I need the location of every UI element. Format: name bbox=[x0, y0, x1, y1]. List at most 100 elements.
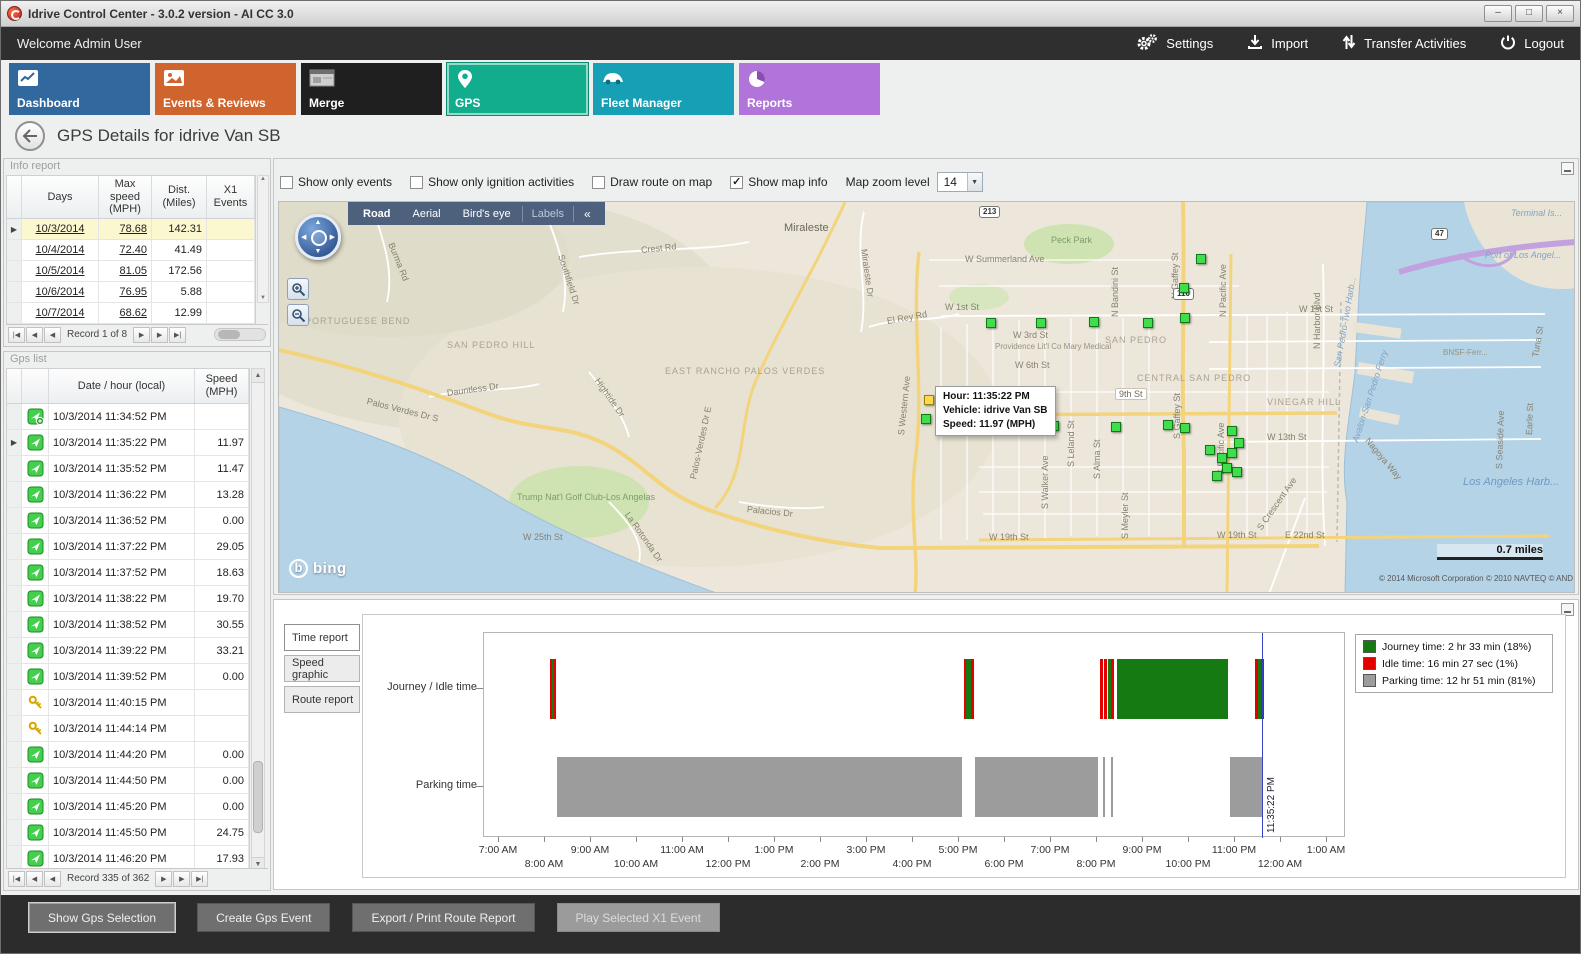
gps-list-row[interactable]: 10/3/2014 11:44:20 PM 0.00 bbox=[7, 742, 249, 768]
gps-list-row[interactable]: 10/3/2014 11:39:52 PM 0.00 bbox=[7, 664, 249, 690]
map-zoom-select[interactable]: 14 ▼ bbox=[936, 172, 983, 192]
gps-point-marker[interactable] bbox=[1212, 471, 1222, 481]
map-view-aerial[interactable]: Aerial bbox=[412, 207, 441, 220]
map-view-road[interactable]: Road bbox=[363, 207, 391, 220]
gps-point-marker[interactable] bbox=[1196, 254, 1206, 264]
column-days[interactable]: Days bbox=[22, 176, 99, 218]
gps-point-marker[interactable] bbox=[1036, 318, 1046, 328]
max-speed-link[interactable]: 78.68 bbox=[99, 219, 152, 239]
export-print-route-report-button[interactable]: Export / Print Route Report bbox=[352, 903, 535, 932]
map-view-labels[interactable]: Labels bbox=[521, 205, 574, 222]
logout-button[interactable]: Logout bbox=[1500, 34, 1564, 53]
collapse-map-bar-icon[interactable]: « bbox=[584, 206, 591, 221]
gps-point-marker[interactable] bbox=[1232, 467, 1242, 477]
gps-list-row[interactable]: 10/3/2014 11:38:52 PM 30.55 bbox=[7, 612, 249, 638]
tab-merge[interactable]: Merge bbox=[301, 63, 442, 115]
day-link[interactable]: 10/6/2014 bbox=[22, 282, 99, 302]
info-report-row[interactable]: 10/6/2014 76.95 5.88 bbox=[7, 282, 255, 303]
gps-scrollbar[interactable]: ▲ ▼ bbox=[251, 368, 265, 872]
gps-point-marker[interactable] bbox=[1227, 426, 1237, 436]
column-distance[interactable]: Dist. (Miles) bbox=[152, 176, 207, 218]
time-cursor[interactable] bbox=[1262, 633, 1264, 838]
pan-left-icon[interactable]: ◀ bbox=[301, 234, 307, 241]
day-link[interactable]: 10/7/2014 bbox=[22, 303, 99, 323]
gps-list-row[interactable]: 10/3/2014 11:35:52 PM 11.47 bbox=[7, 456, 249, 482]
gps-list-row[interactable]: 10/3/2014 11:46:20 PM 17.93 bbox=[7, 846, 249, 872]
tab-time-report[interactable]: Time report bbox=[284, 624, 360, 651]
next-page-button[interactable]: ▶ bbox=[173, 870, 191, 887]
gps-list-row[interactable]: 10/3/2014 11:40:15 PM bbox=[7, 690, 249, 716]
prev-record-button[interactable]: ◀ bbox=[44, 870, 61, 887]
settings-button[interactable]: Settings bbox=[1136, 33, 1213, 54]
gps-point-marker[interactable] bbox=[1111, 422, 1121, 432]
column-max-speed[interactable]: Max speed (MPH) bbox=[99, 176, 152, 218]
column-date-hour[interactable]: Date / hour (local) bbox=[49, 369, 195, 403]
zoom-out-button[interactable] bbox=[287, 304, 309, 326]
gps-point-marker[interactable] bbox=[921, 414, 931, 424]
show-gps-selection-button[interactable]: Show Gps Selection bbox=[29, 903, 176, 932]
gps-list-row[interactable]: 10/3/2014 11:34:52 PM bbox=[7, 404, 249, 430]
scroll-down-icon[interactable]: ▼ bbox=[252, 857, 264, 871]
gps-list-row[interactable]: 10/3/2014 11:44:14 PM bbox=[7, 716, 249, 742]
gps-point-marker[interactable] bbox=[1234, 438, 1244, 448]
info-report-row[interactable]: 10/5/2014 81.05 172.56 bbox=[7, 261, 255, 282]
max-speed-link[interactable]: 68.62 bbox=[99, 303, 152, 323]
gps-point-marker[interactable] bbox=[1089, 317, 1099, 327]
gps-list-row[interactable]: 10/3/2014 11:37:52 PM 18.63 bbox=[7, 560, 249, 586]
next-page-button[interactable]: ▶ bbox=[151, 326, 169, 343]
day-link[interactable]: 10/4/2014 bbox=[22, 240, 99, 260]
gps-point-marker[interactable] bbox=[1222, 463, 1232, 473]
gps-point-marker[interactable] bbox=[1180, 313, 1190, 323]
gps-list-row[interactable]: 10/3/2014 11:44:50 PM 0.00 bbox=[7, 768, 249, 794]
info-report-row[interactable]: 10/7/2014 68.62 12.99 bbox=[7, 303, 255, 324]
tab-gps[interactable]: GPS bbox=[447, 63, 588, 115]
column-speed[interactable]: Speed (MPH) bbox=[195, 369, 249, 403]
first-record-button[interactable]: |◀ bbox=[8, 326, 25, 343]
selected-gps-marker[interactable] bbox=[924, 395, 934, 405]
pan-up-icon[interactable]: ▲ bbox=[314, 219, 322, 226]
scroll-up-icon[interactable]: ▲ bbox=[252, 369, 264, 383]
info-scrollbar[interactable]: ▲ ▼ bbox=[257, 175, 269, 303]
gps-list-row[interactable]: 10/3/2014 11:45:20 PM 0.00 bbox=[7, 794, 249, 820]
max-speed-link[interactable]: 81.05 bbox=[99, 261, 152, 281]
back-button[interactable] bbox=[15, 121, 45, 151]
collapse-panel-icon[interactable] bbox=[1561, 162, 1574, 175]
scroll-thumb[interactable] bbox=[253, 761, 263, 833]
collapse-panel-icon[interactable] bbox=[1561, 603, 1574, 616]
transfer-activities-button[interactable]: Transfer Activities bbox=[1342, 34, 1466, 53]
next-record-button[interactable]: ▶ bbox=[155, 870, 173, 887]
first-record-button[interactable]: |◀ bbox=[8, 870, 25, 887]
gps-point-marker[interactable] bbox=[1143, 318, 1153, 328]
prev-record-button[interactable]: ◀ bbox=[44, 326, 61, 343]
day-link[interactable]: 10/5/2014 bbox=[22, 261, 99, 281]
gps-list-row[interactable]: 10/3/2014 11:36:22 PM 13.28 bbox=[7, 482, 249, 508]
info-report-row[interactable]: ▶ 10/3/2014 78.68 142.31 bbox=[7, 219, 255, 240]
gps-list-row[interactable]: 10/3/2014 11:39:22 PM 33.21 bbox=[7, 638, 249, 664]
timeline-plot[interactable]: 11:35:22 PM bbox=[483, 632, 1345, 838]
gps-list-row[interactable]: ▶ 10/3/2014 11:35:22 PM 11.97 bbox=[7, 430, 249, 456]
checkbox-show-map-info[interactable]: Show map info bbox=[730, 175, 828, 189]
tab-route-report[interactable]: Route report bbox=[284, 686, 360, 713]
gps-point-marker[interactable] bbox=[1205, 445, 1215, 455]
gps-point-marker[interactable] bbox=[1180, 423, 1190, 433]
column-x1-events[interactable]: X1 Events bbox=[207, 176, 255, 218]
gps-list-row[interactable]: 10/3/2014 11:36:52 PM 0.00 bbox=[7, 508, 249, 534]
gps-point-marker[interactable] bbox=[986, 318, 996, 328]
next-record-button[interactable]: ▶ bbox=[133, 326, 151, 343]
max-speed-link[interactable]: 76.95 bbox=[99, 282, 152, 302]
gps-list-row[interactable]: 10/3/2014 11:45:50 PM 24.75 bbox=[7, 820, 249, 846]
gps-list-row[interactable]: 10/3/2014 11:37:22 PM 29.05 bbox=[7, 534, 249, 560]
tab-fleet-manager[interactable]: Fleet Manager bbox=[593, 63, 734, 115]
prev-page-button[interactable]: ◀ bbox=[26, 326, 43, 343]
checkbox-show-only-events[interactable]: Show only events bbox=[280, 175, 392, 189]
gps-point-marker[interactable] bbox=[1217, 453, 1227, 463]
minimize-button[interactable]: – bbox=[1484, 5, 1512, 22]
checkbox-draw-route[interactable]: Draw route on map bbox=[592, 175, 712, 189]
gps-list-row[interactable]: 10/3/2014 11:38:22 PM 19.70 bbox=[7, 586, 249, 612]
zoom-in-button[interactable] bbox=[287, 278, 309, 300]
last-record-button[interactable]: ▶| bbox=[169, 326, 187, 343]
last-record-button[interactable]: ▶| bbox=[191, 870, 209, 887]
import-button[interactable]: Import bbox=[1247, 34, 1308, 53]
max-speed-link[interactable]: 72.40 bbox=[99, 240, 152, 260]
gps-point-marker[interactable] bbox=[1179, 283, 1189, 293]
